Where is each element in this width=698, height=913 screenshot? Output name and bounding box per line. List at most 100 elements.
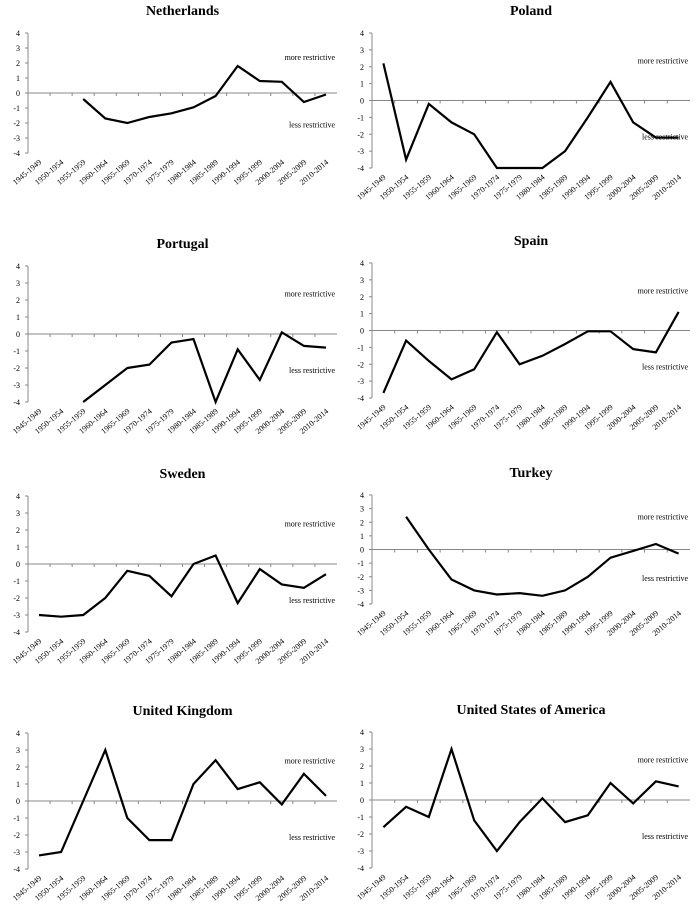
annotation-more-restrictive: more restrictive	[638, 286, 689, 295]
annotation-more-restrictive: more restrictive	[285, 520, 336, 529]
chart-panel: United Kingdom43210-1-2-3-41945-19491950…	[11, 704, 337, 903]
y-tick-label: 0	[16, 89, 20, 98]
y-tick-label: -2	[13, 119, 20, 128]
series-line	[82, 330, 327, 406]
series-line	[405, 516, 680, 597]
y-tick-label: 1	[360, 779, 364, 788]
y-tick-label: 0	[16, 560, 20, 569]
y-tick-label: 4	[16, 262, 20, 271]
y-tick-label: 2	[360, 762, 364, 771]
series-line	[82, 64, 327, 125]
chart-panel: United States of America43210-1-2-3-4194…	[355, 703, 690, 902]
y-tick-label: -2	[357, 360, 364, 369]
y-tick-label: 2	[360, 63, 364, 72]
y-tick-label: -2	[357, 830, 364, 839]
annotation-more-restrictive: more restrictive	[638, 56, 689, 65]
y-tick-label: 3	[360, 505, 364, 514]
y-tick-label: 3	[360, 46, 364, 55]
chart-panel: Netherlands43210-1-2-3-41945-19491950-19…	[11, 4, 337, 187]
y-tick-label: 4	[16, 729, 20, 738]
y-tick-label: -3	[13, 848, 20, 857]
annotation-less-restrictive: less restrictive	[642, 832, 688, 841]
y-tick-label: -4	[357, 164, 364, 173]
y-tick-label: -2	[13, 831, 20, 840]
y-tick-label: -4	[357, 394, 364, 403]
y-tick-label: -3	[13, 134, 20, 143]
y-tick-label: -4	[357, 600, 364, 609]
y-tick-label: -4	[13, 865, 20, 874]
y-tick-label: -1	[357, 343, 364, 352]
y-tick-label: -3	[357, 377, 364, 386]
chart-panel: Poland43210-1-2-3-41945-19491950-1954195…	[355, 4, 690, 202]
chart-title: Netherlands	[146, 4, 220, 19]
y-tick-label: 1	[16, 74, 20, 83]
y-tick-label: -2	[13, 594, 20, 603]
annotation-more-restrictive: more restrictive	[638, 756, 689, 765]
annotation-more-restrictive: more restrictive	[285, 53, 336, 62]
y-tick-label: 2	[16, 763, 20, 772]
y-tick-label: 0	[360, 327, 364, 336]
y-tick-label: -1	[357, 813, 364, 822]
chart-title: Turkey	[509, 466, 552, 481]
series-line	[382, 63, 679, 170]
y-tick-label: -3	[357, 147, 364, 156]
chart-title: United States of America	[457, 703, 606, 718]
annotation-less-restrictive: less restrictive	[289, 833, 335, 842]
annotation-less-restrictive: less restrictive	[289, 121, 335, 130]
y-tick-label: 3	[16, 44, 20, 53]
y-tick-label: 0	[16, 797, 20, 806]
chart-title: Spain	[514, 234, 548, 249]
y-tick-label: -1	[13, 347, 20, 356]
y-tick-label: 4	[360, 728, 364, 737]
y-tick-label: -2	[357, 130, 364, 139]
y-tick-label: -3	[357, 586, 364, 595]
y-tick-label: -1	[13, 104, 20, 113]
y-tick-label: 3	[16, 509, 20, 518]
y-tick-label: 1	[360, 532, 364, 541]
y-tick-label: -2	[13, 364, 20, 373]
y-tick-label: 2	[16, 526, 20, 535]
y-tick-label: 0	[360, 796, 364, 805]
chart-title: Portugal	[156, 237, 208, 252]
y-tick-label: 2	[16, 59, 20, 68]
y-tick-label: 2	[360, 293, 364, 302]
y-tick-label: 4	[360, 29, 364, 38]
y-tick-label: -2	[357, 573, 364, 582]
y-tick-label: 2	[16, 296, 20, 305]
y-tick-label: 4	[360, 259, 364, 268]
chart-panel: Turkey43210-1-2-3-41945-19491950-1954195…	[355, 466, 690, 638]
annotation-more-restrictive: more restrictive	[285, 757, 336, 766]
chart-title: United Kingdom	[133, 704, 233, 719]
y-tick-label: -4	[13, 398, 20, 407]
chart-panel: Spain43210-1-2-3-41945-19491950-19541955…	[355, 234, 690, 432]
y-tick-label: -1	[13, 814, 20, 823]
y-tick-label: 0	[360, 546, 364, 555]
y-tick-label: -1	[357, 559, 364, 568]
y-tick-label: 1	[360, 310, 364, 319]
chart-title: Poland	[510, 4, 552, 19]
y-tick-label: -4	[357, 864, 364, 873]
annotation-more-restrictive: more restrictive	[638, 513, 689, 522]
annotation-more-restrictive: more restrictive	[285, 290, 336, 299]
annotation-less-restrictive: less restrictive	[289, 366, 335, 375]
y-tick-label: 0	[360, 97, 364, 106]
y-tick-label: -1	[13, 577, 20, 586]
y-tick-label: 3	[16, 746, 20, 755]
y-tick-label: 0	[16, 330, 20, 339]
chart-panel: Sweden43210-1-2-3-41945-19491950-1954195…	[11, 467, 337, 666]
y-tick-label: 4	[16, 492, 20, 501]
y-tick-label: 2	[360, 518, 364, 527]
y-tick-label: 1	[16, 780, 20, 789]
y-tick-label: -3	[357, 847, 364, 856]
y-tick-label: -3	[13, 381, 20, 390]
y-tick-label: -1	[357, 113, 364, 122]
y-tick-label: 4	[360, 491, 364, 500]
annotation-less-restrictive: less restrictive	[642, 574, 688, 583]
y-tick-label: -4	[13, 628, 20, 637]
series-line	[38, 554, 327, 618]
y-tick-label: 4	[16, 29, 20, 38]
y-tick-label: 3	[360, 276, 364, 285]
y-tick-label: 3	[360, 745, 364, 754]
y-tick-label: 1	[16, 313, 20, 322]
